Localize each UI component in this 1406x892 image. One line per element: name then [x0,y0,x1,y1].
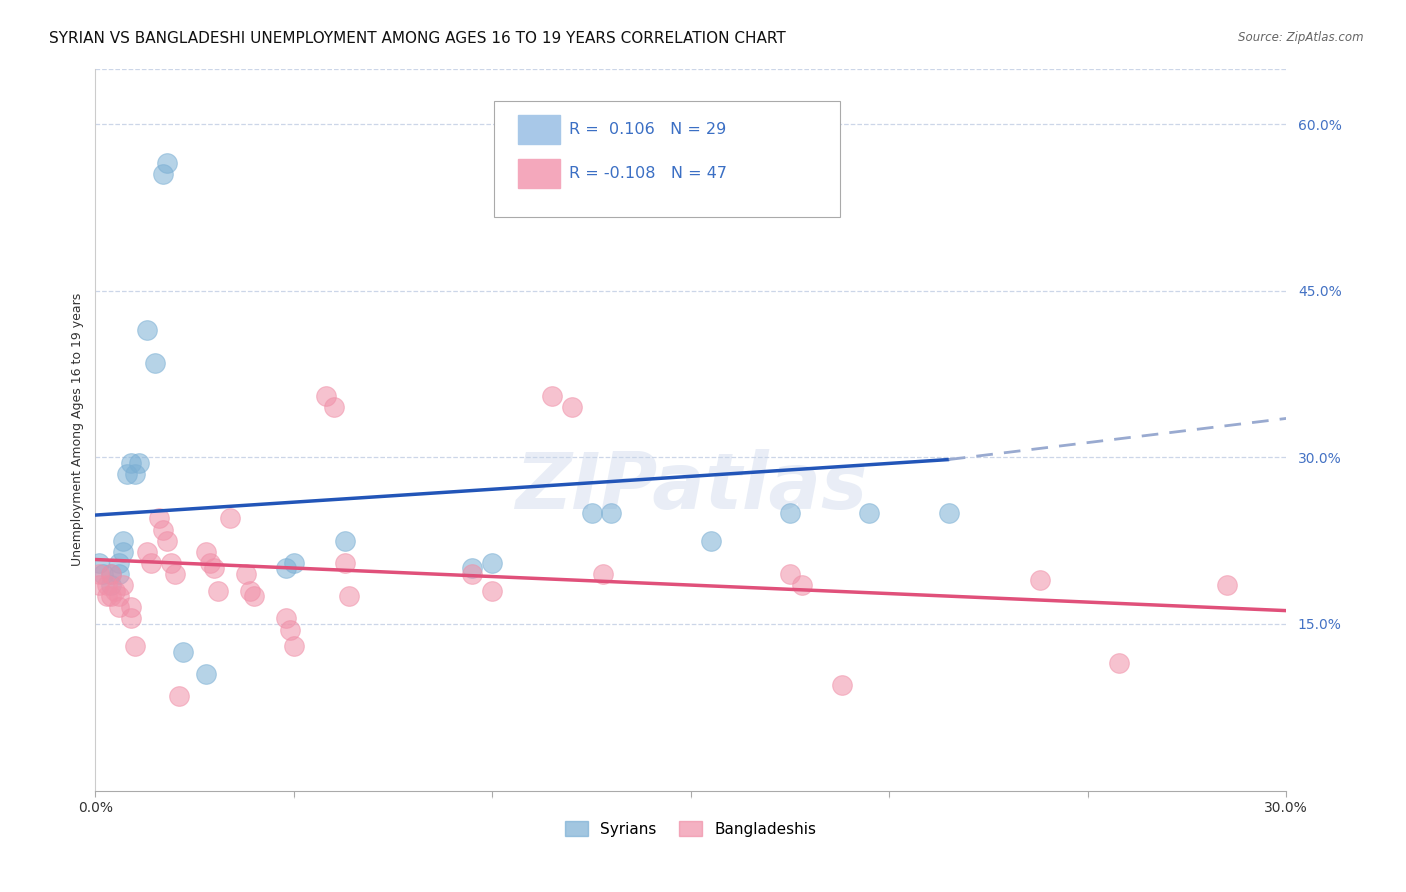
Point [104,583,127,598]
Point [207,583,229,598]
Point [100,578,122,592]
Point [120,600,142,615]
Point [235,566,257,581]
Point [96,589,118,603]
Point [1215,578,1237,592]
Point [108,566,131,581]
Point [831,678,853,692]
Point [108,556,131,570]
Point [143,356,166,370]
Point [120,611,142,625]
Point [938,506,960,520]
Text: SYRIAN VS BANGLADESHI UNEMPLOYMENT AMONG AGES 16 TO 19 YEARS CORRELATION CHART: SYRIAN VS BANGLADESHI UNEMPLOYMENT AMONG… [49,31,786,46]
Point [148,511,170,525]
Point [274,611,297,625]
Point [100,589,122,603]
Point [156,156,179,170]
Point [219,511,242,525]
Point [112,533,135,548]
Point [461,566,484,581]
Point [128,456,150,470]
Point [195,667,218,681]
Point [561,401,583,415]
Bar [517,115,560,145]
Text: Source: ZipAtlas.com: Source: ZipAtlas.com [1239,31,1364,45]
Point [461,561,484,575]
Point [322,401,344,415]
Text: R =  0.106   N = 29: R = 0.106 N = 29 [569,122,727,137]
Point [274,561,297,575]
Point [156,533,179,548]
Point [159,556,181,570]
Text: ZIPatlas: ZIPatlas [515,450,868,525]
Point [1029,573,1052,587]
FancyBboxPatch shape [495,101,839,217]
Point [335,556,357,570]
Point [108,589,131,603]
Legend: Syrians, Bangladeshis: Syrians, Bangladeshis [557,813,824,845]
Point [112,578,135,592]
Point [91,566,114,581]
Point [124,639,146,653]
Point [243,589,266,603]
Point [600,506,623,520]
Point [239,583,262,598]
Point [136,545,159,559]
Point [481,556,503,570]
Point [540,389,562,403]
Point [481,583,503,598]
Point [100,566,122,581]
Point [204,561,226,575]
Point [124,467,146,481]
Point [581,506,603,520]
Point [172,645,194,659]
Point [167,689,190,703]
Point [152,167,174,181]
Point [120,456,142,470]
Point [96,578,118,592]
Bar [517,159,560,187]
Point [115,467,138,481]
Point [152,523,174,537]
Point [108,600,131,615]
Point [1108,656,1130,670]
Point [139,556,162,570]
Point [89,566,111,581]
Point [592,566,614,581]
Point [779,566,801,581]
Point [315,389,337,403]
Point [335,533,357,548]
Point [283,639,305,653]
Point [163,566,186,581]
Point [283,556,305,570]
Point [699,533,721,548]
Point [858,506,880,520]
Point [89,578,111,592]
Point [779,506,801,520]
Point [200,556,222,570]
Point [136,322,159,336]
Point [337,589,360,603]
Point [100,566,122,581]
Point [195,545,218,559]
Y-axis label: Unemployment Among Ages 16 to 19 years: Unemployment Among Ages 16 to 19 years [72,293,84,566]
Point [112,545,135,559]
Point [278,623,301,637]
Point [790,578,813,592]
Text: R = -0.108   N = 47: R = -0.108 N = 47 [569,166,727,181]
Point [89,556,111,570]
